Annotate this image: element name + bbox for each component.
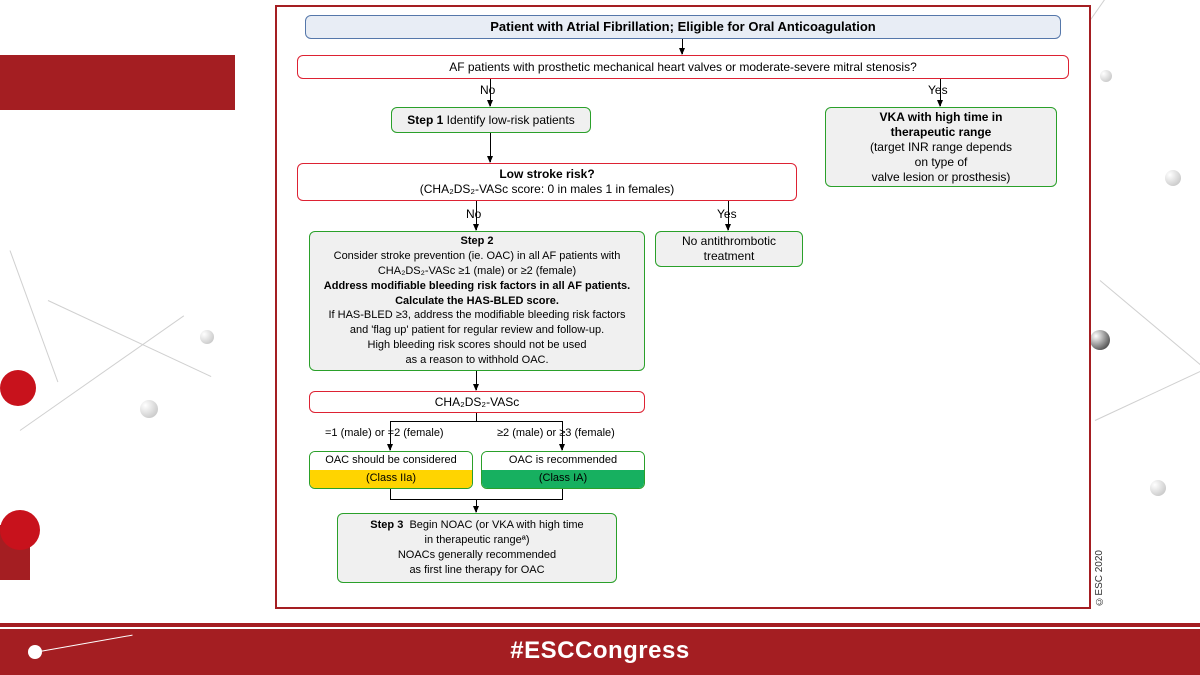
label-yes2: Yes [717, 207, 737, 221]
label-split-right: ≥2 (male) or ≥3 (female) [497, 427, 615, 439]
node-q3-text: CHA₂DS₂-VASc [435, 395, 519, 410]
flowchart-container: ©ESC 2020 Patient with Atrial Fibrillati… [275, 5, 1091, 609]
node-step3: Step 3 Begin NOAC (or VKA with high time… [337, 513, 617, 583]
copyright-text: ©ESC 2020 [1094, 550, 1105, 607]
node-step2: Step 2 Consider stroke prevention (ie. O… [309, 231, 645, 371]
node-noantithrombotic: No antithrombotic treatment [655, 231, 803, 267]
node-q1-text: AF patients with prosthetic mechanical h… [449, 60, 917, 75]
node-q1: AF patients with prosthetic mechanical h… [297, 55, 1069, 79]
footer-gap [0, 627, 1200, 629]
bg-red-block-left-lower [0, 525, 30, 580]
label-split-left: =1 (male) or =2 (female) [325, 427, 444, 439]
seg [476, 413, 477, 421]
seg [390, 489, 391, 499]
arrow [476, 499, 477, 512]
footer-bar: #ESCCongress [0, 627, 1200, 675]
node-header: Patient with Atrial Fibrillation; Eligib… [305, 15, 1061, 39]
node-q2: Low stroke risk? (CHA₂DS₂-VASc score: 0 … [297, 163, 797, 201]
label-no2: No [466, 207, 481, 221]
node-step1: Step 1 Identify low-risk patients [391, 107, 591, 133]
node-oac1a: OAC is recommended (Class IA) [481, 451, 645, 489]
node-header-text: Patient with Atrial Fibrillation; Eligib… [490, 19, 875, 35]
bg-red-block-left [0, 55, 235, 110]
label-no1: No [480, 83, 495, 97]
seg [390, 421, 563, 422]
footer-hashtag: #ESCCongress [510, 637, 689, 665]
node-vka: VKA with high time in therapeutic range … [825, 107, 1057, 187]
arrow [476, 371, 477, 390]
label-yes1: Yes [928, 83, 948, 97]
node-q3: CHA₂DS₂-VASc [309, 391, 645, 413]
seg [562, 489, 563, 499]
arrow [490, 133, 491, 162]
node-oac2a: OAC should be considered (Class IIa) [309, 451, 473, 489]
arrow [682, 39, 683, 54]
